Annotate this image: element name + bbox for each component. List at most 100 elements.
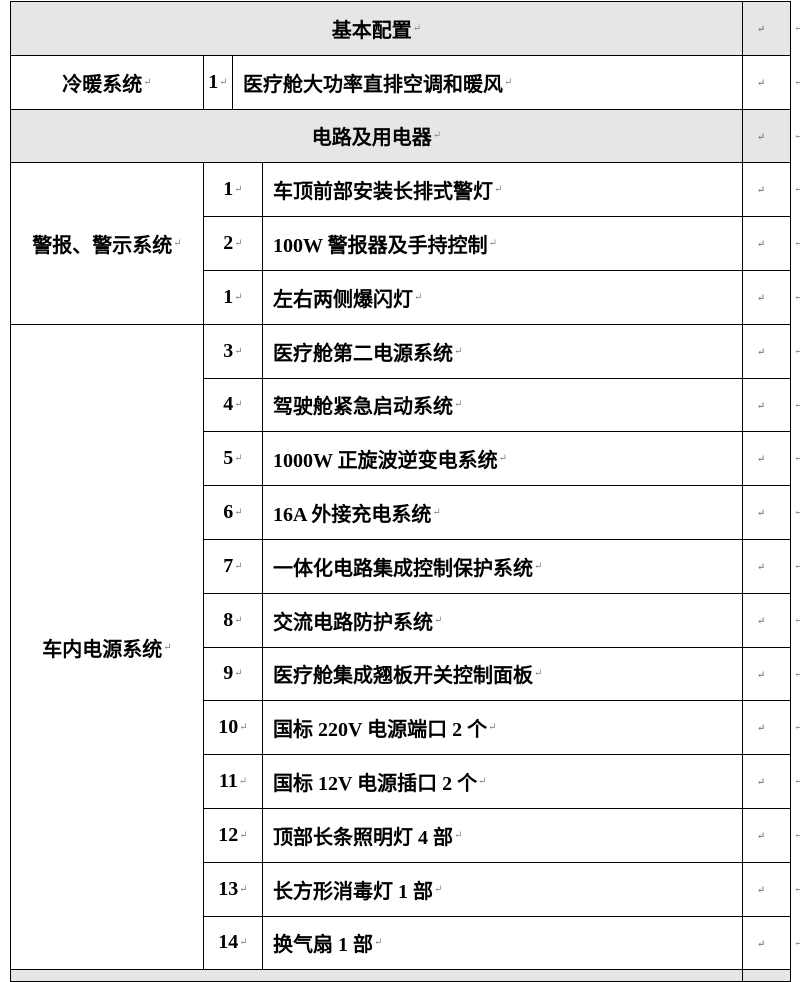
paragraph-mark-icon: ↵: [794, 130, 800, 142]
item-description: 100W 警报器及手持控制 ↵: [262, 216, 743, 271]
paragraph-mark-icon: ↵: [757, 77, 766, 89]
extra-cell: ↵: [742, 1, 791, 56]
item-number: 11 ↵: [203, 754, 263, 809]
paragraph-mark-icon: ↵: [794, 453, 800, 465]
item-description-text: 国标 12V 电源插口 2 个: [273, 773, 478, 796]
item-number: 5 ↵: [203, 431, 263, 487]
item-number-text: 4: [223, 393, 234, 416]
item-number-text: 7: [223, 554, 234, 577]
paragraph-mark-icon: ↵: [488, 238, 498, 250]
paragraph-mark-icon: ↵: [794, 23, 800, 34]
paragraph-mark-icon: ↵: [794, 345, 800, 357]
paragraph-mark-icon: ↵: [757, 185, 766, 197]
paragraph-mark-icon: ↵: [757, 884, 766, 896]
item-description-text: 车顶前部安装长排式警灯: [273, 181, 493, 204]
extra-cell: ↵: [742, 270, 791, 325]
paragraph-mark-icon: ↵: [757, 131, 766, 143]
paragraph-mark-icon: ↵: [757, 400, 766, 412]
paragraph-mark-icon: ↵: [374, 937, 383, 949]
item-number: 10 ↵: [203, 700, 263, 756]
item-number: 14 ↵: [203, 915, 263, 971]
paragraph-mark-icon: ↵: [757, 454, 766, 466]
paragraph-mark-icon: ↵: [234, 560, 243, 572]
item-number-text: 5: [223, 447, 234, 470]
item-description: 国标 220V 电源端口 2 个 ↵: [262, 700, 743, 756]
extra-cell: ↵: [742, 377, 791, 433]
paragraph-mark-icon: ↵: [794, 722, 800, 734]
paragraph-mark-icon: ↵: [234, 453, 243, 465]
paragraph-mark-icon: ↵: [432, 130, 442, 142]
category-cell: 警报、警示系统 ↵: [10, 162, 204, 325]
item-description: 顶部长条照明灯 4 部 ↵: [262, 808, 743, 863]
item-number: 1 ↵: [203, 270, 263, 325]
paragraph-mark-icon: ↵: [494, 184, 503, 196]
section-header-text: 电路及用电器: [311, 127, 432, 150]
paragraph-mark-icon: ↵: [412, 22, 422, 34]
paragraph-mark-icon: ↵: [534, 560, 543, 572]
paragraph-mark-icon: ↵: [757, 293, 766, 304]
paragraph-mark-icon: ↵: [794, 830, 800, 841]
paragraph-mark-icon: ↵: [239, 722, 248, 734]
paragraph-mark-icon: ↵: [238, 776, 248, 788]
extra-cell: ↵: [742, 216, 791, 271]
item-description: 长方形消毒灯 1 部 ↵: [262, 861, 743, 917]
item-description-text: 100W 警报器及手持控制: [273, 235, 488, 258]
item-description: 驾驶舱紧急启动系统 ↵: [262, 377, 743, 433]
item-number-text: 10: [218, 716, 239, 739]
paragraph-mark-icon: ↵: [488, 722, 497, 734]
paragraph-mark-icon: ↵: [504, 76, 513, 88]
paragraph-mark-icon: ↵: [794, 883, 800, 895]
paragraph-mark-icon: ↵: [454, 399, 463, 411]
paragraph-mark-icon: ↵: [794, 507, 800, 519]
paragraph-mark-icon: ↵: [794, 238, 800, 250]
paragraph-mark-icon: ↵: [163, 641, 172, 653]
item-number-text: 12: [218, 823, 239, 846]
paragraph-mark-icon: ↵: [794, 292, 800, 303]
paragraph-mark-icon: ↵: [414, 291, 423, 303]
item-description: 医疗舱集成翘板开关控制面板 ↵: [262, 646, 743, 702]
paragraph-mark-icon: ↵: [757, 615, 766, 627]
item-description-text: 驾驶舱紧急启动系统: [273, 396, 453, 419]
paragraph-mark-icon: ↵: [757, 508, 766, 520]
item-number: 2 ↵: [203, 216, 263, 271]
paragraph-mark-icon: ↵: [234, 668, 243, 680]
item-description-text: 医疗舱大功率直排空调和暖风: [243, 73, 503, 96]
extra-cell: ↵: [742, 592, 791, 648]
paragraph-mark-icon: ↵: [757, 777, 766, 789]
item-number-text: 14: [218, 931, 239, 954]
item-number: 12 ↵: [203, 808, 263, 863]
paragraph-mark-icon: ↵: [794, 668, 800, 680]
item-description-text: 交流电路防护系统: [273, 611, 433, 634]
item-description: 换气扇 1 部 ↵: [262, 915, 743, 971]
extra-cell: ↵: [742, 754, 791, 809]
paragraph-mark-icon: ↵: [534, 668, 543, 680]
item-description-text: 换气扇 1 部: [273, 934, 373, 957]
item-number-text: 1: [223, 285, 234, 308]
paragraph-mark-icon: ↵: [234, 238, 243, 250]
paragraph-mark-icon: ↵: [794, 184, 800, 196]
item-number-text: 6: [223, 501, 234, 524]
paragraph-mark-icon: ↵: [234, 291, 243, 303]
item-description-text: 长方形消毒灯 1 部: [273, 880, 433, 903]
paragraph-mark-icon: ↵: [239, 937, 248, 949]
extra-cell: ↵: [742, 646, 791, 702]
item-number: 1 ↵: [203, 162, 263, 218]
extra-cell: ↵: [742, 808, 791, 863]
paragraph-mark-icon: ↵: [757, 346, 766, 358]
section-header-text: 基本配置: [331, 19, 412, 42]
paragraph-mark-icon: ↵: [454, 345, 463, 357]
item-description-text: 医疗舱集成翘板开关控制面板: [273, 665, 533, 688]
paragraph-mark-icon: ↵: [794, 561, 800, 572]
paragraph-mark-icon: ↵: [757, 669, 766, 681]
item-description-text: 顶部长条照明灯 4 部: [273, 826, 453, 849]
extra-cell: ↵: [742, 700, 791, 756]
item-number: 7 ↵: [203, 539, 263, 594]
item-number: 1 ↵: [203, 54, 233, 110]
category-cell-text: 警报、警示系统: [32, 235, 173, 258]
paragraph-mark-icon: ↵: [794, 776, 800, 788]
paragraph-mark-icon: ↵: [432, 507, 441, 519]
paragraph-mark-icon: ↵: [757, 239, 766, 251]
paragraph-mark-icon: ↵: [454, 829, 463, 841]
item-number-text: 11: [218, 770, 238, 793]
paragraph-mark-icon: ↵: [794, 399, 800, 411]
